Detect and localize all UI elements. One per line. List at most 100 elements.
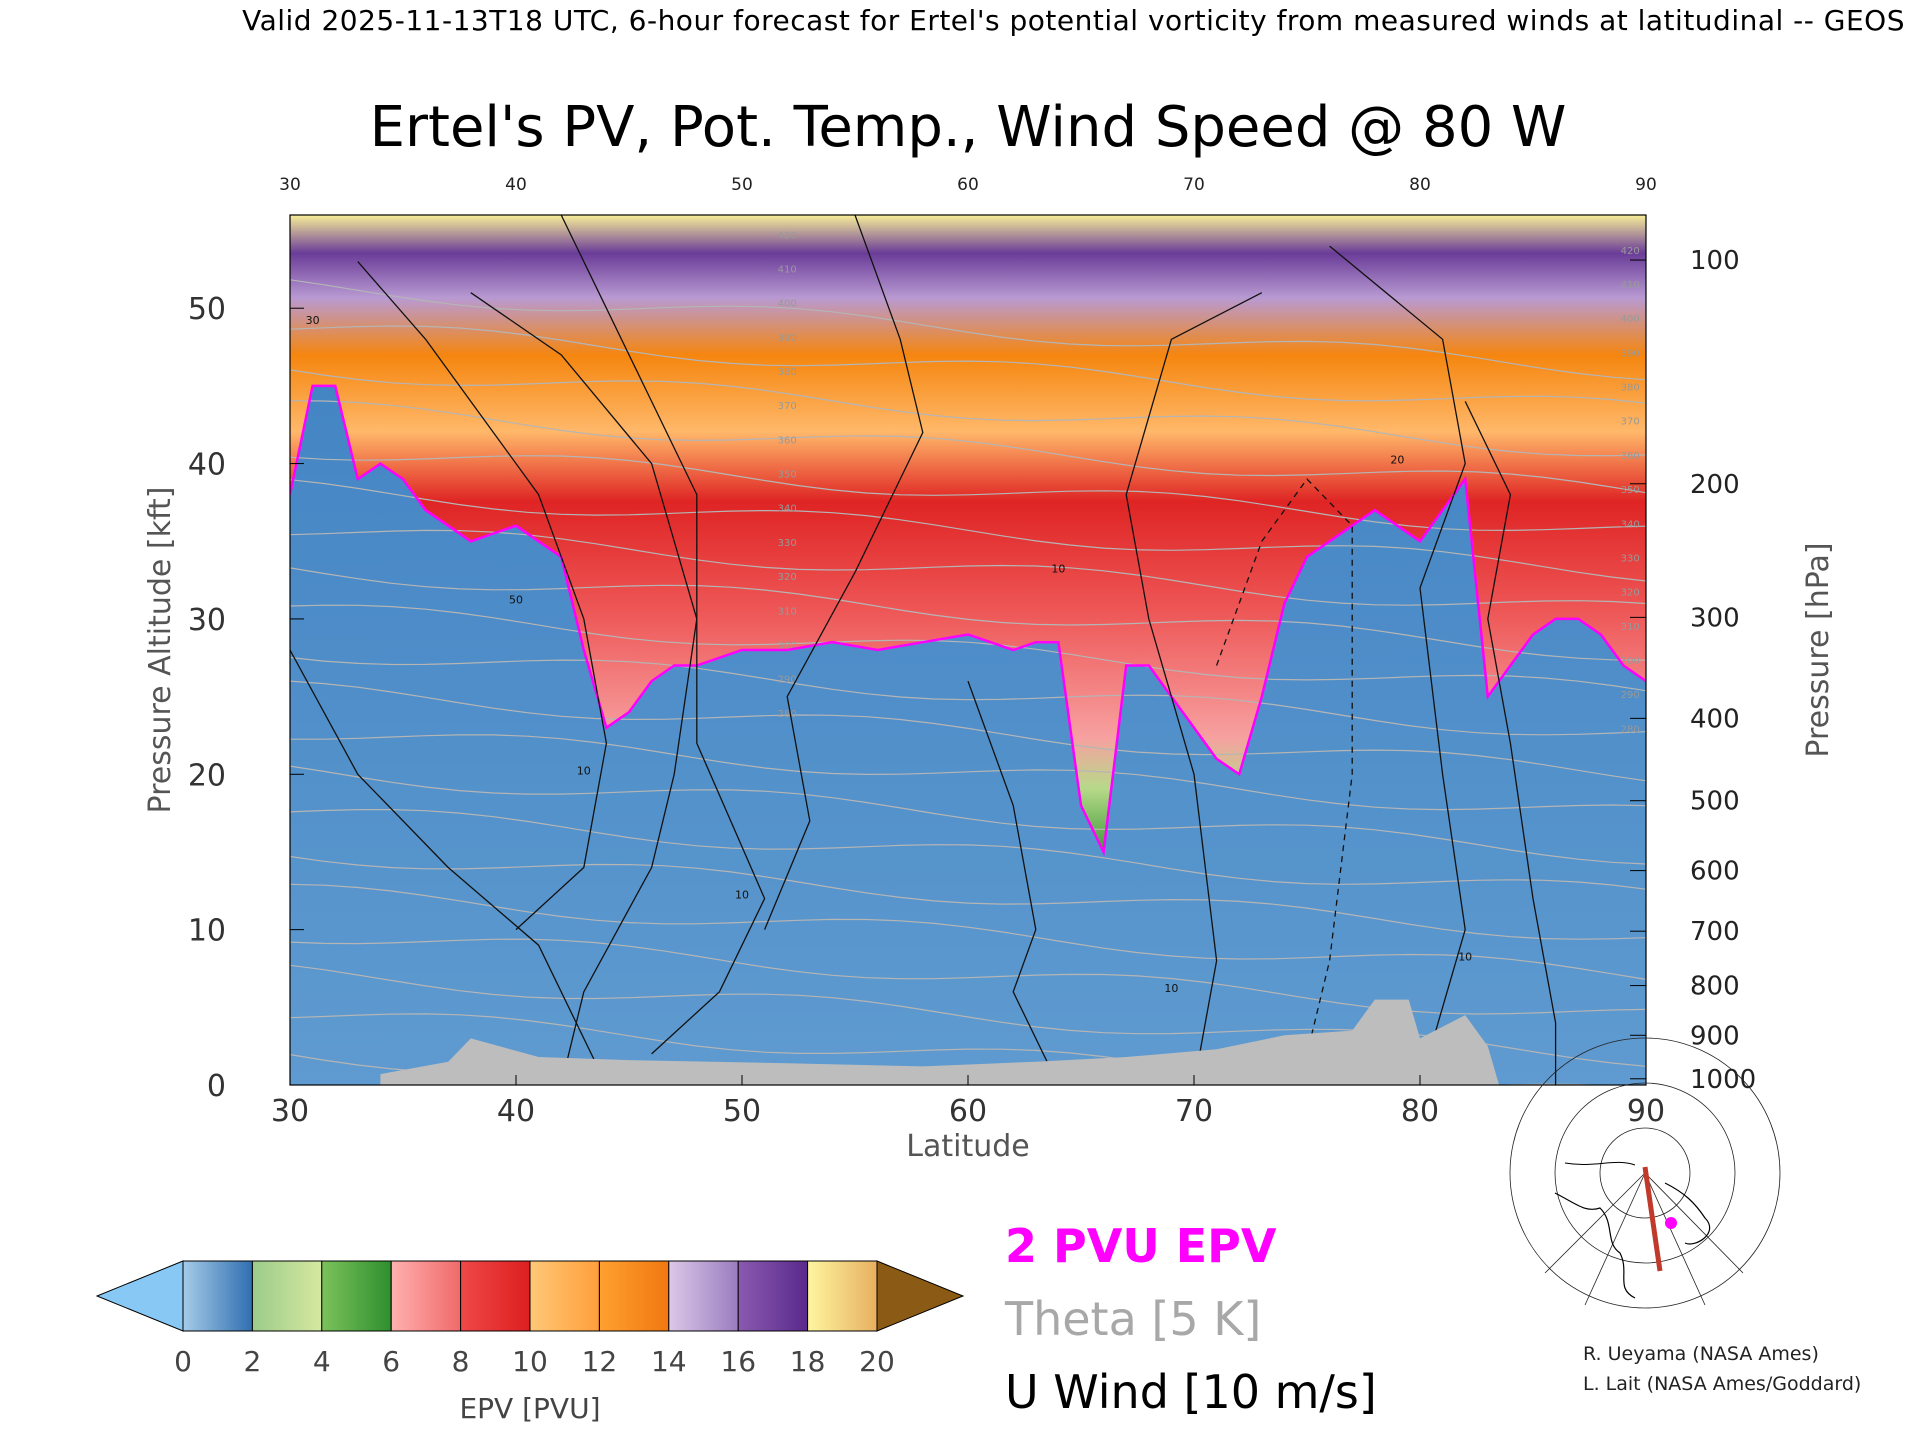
theta-contour-label: 410: [778, 264, 797, 275]
theta-contour-label: 400: [1621, 314, 1640, 325]
colorbar-band: [668, 1260, 739, 1332]
colorbar-tick-label: 16: [720, 1345, 756, 1378]
colorbar-tick-label: 20: [859, 1345, 895, 1378]
colorbar-tick-label: 10: [512, 1345, 548, 1378]
colorbar-tick-label: 14: [651, 1345, 687, 1378]
pressure-tick-label: 900: [1690, 1021, 1740, 1051]
y-tick-label: 0: [207, 1069, 226, 1104]
pressure-tick-label: 600: [1690, 857, 1740, 887]
theta-contour-line: [290, 680, 1646, 782]
theta-contour-label: 320: [1621, 588, 1640, 599]
chart-title: Ertel's PV, Pot. Temp., Wind Speed @ 80 …: [370, 95, 1567, 160]
theta-contour-label: 300: [1621, 656, 1640, 667]
u-wind-contour-line: [290, 649, 607, 1085]
top-tick-label: 50: [731, 175, 753, 195]
colorbar-band: [182, 1260, 253, 1332]
pressure-tick-label: 1000: [1690, 1065, 1756, 1095]
top-tick-label: 80: [1409, 175, 1431, 195]
colorbar-label: EPV [PVU]: [459, 1392, 600, 1425]
theta-contour-label: 360: [778, 435, 797, 446]
plot-area: 4204204104104004003903903803803703703603…: [290, 215, 1646, 1085]
theta-contour-label: 300: [778, 640, 797, 651]
theta-contour-line: [290, 604, 1646, 692]
theta-contour-label: 290: [1621, 690, 1640, 701]
top-tick-label: 60: [957, 175, 979, 195]
theta-contour-label: 380: [1621, 383, 1640, 394]
theta-contour-line: [290, 656, 1646, 736]
y-tick-label: 10: [188, 914, 226, 949]
x-tick-label: 30: [271, 1094, 309, 1129]
colorbar-tick-label: 8: [452, 1345, 470, 1378]
u-wind-contour-line: [357, 261, 608, 931]
u-wind-contour-label: 10: [577, 764, 591, 777]
u-wind-contour-label: 10: [1051, 562, 1065, 575]
theta-contour-label: 340: [778, 504, 797, 515]
pressure-tick-label: 400: [1690, 704, 1740, 734]
theta-contour-line: [290, 964, 1646, 1067]
theta-contour-line: [290, 455, 1646, 532]
pressure-axis-ticks: 100 200 300 400 500 600 700 800 900 1000: [1630, 246, 1756, 1095]
section-marker: [1665, 1217, 1677, 1229]
theta-contour-line: [290, 400, 1646, 494]
valid-time-header: Valid 2025-11-13T18 UTC, 6-hour forecast…: [242, 4, 1905, 37]
section-line: [1642, 1166, 1663, 1272]
theta-contour-line: [290, 279, 1646, 381]
theta-contour-line: [290, 809, 1646, 890]
x-axis-label: Latitude: [906, 1129, 1029, 1164]
theta-contour-label: 290: [778, 675, 797, 686]
u-wind-contour-line: [1125, 292, 1263, 1085]
colorbar: 0 2 4 6 8 10 12 14 16 18 20: [95, 1260, 965, 1378]
pressure-tick-label: 500: [1690, 787, 1740, 817]
theta-contours: 420 420 410 410 400 400 390 390 380 380 370 370 360 3…: [290, 230, 1646, 1085]
theta-contour-line: [290, 1013, 1604, 1085]
colorbar-band: [807, 1260, 878, 1332]
u-wind-contour-line: [470, 292, 698, 1085]
u-wind-contour-line: [967, 680, 1059, 1085]
pressure-tick-label: 800: [1690, 972, 1740, 1002]
theta-contour-label: 350: [1621, 485, 1640, 496]
y-tick-label: 20: [188, 758, 226, 793]
u-wind-contour-line: [763, 215, 924, 930]
colorbar-band: [598, 1260, 670, 1332]
pressure-tick-label: 700: [1690, 917, 1740, 947]
y-tick-label: 50: [188, 292, 226, 327]
colorbar-band: [321, 1260, 392, 1332]
colorbar-under-arrow: [95, 1260, 184, 1332]
colorbar-band: [390, 1260, 462, 1332]
x-tick-label: 60: [949, 1094, 987, 1129]
u-wind-contour-line: [1329, 245, 1466, 1085]
theta-contour-label: 410: [1621, 280, 1640, 291]
theta-contour-line: [290, 765, 1646, 865]
theta-contour-line: [290, 855, 1646, 940]
top-tick-label: 40: [505, 175, 527, 195]
theta-contour-label: 310: [1621, 622, 1640, 633]
theta-contour-label: 390: [778, 333, 797, 344]
top-tick-label: 90: [1635, 175, 1657, 195]
x-tick-label: 40: [497, 1094, 535, 1129]
u-wind-contour-label: 30: [306, 314, 320, 327]
colorbar-band: [460, 1260, 531, 1332]
theta-contour-label: 320: [778, 572, 797, 583]
colorbar-band: [529, 1260, 600, 1332]
theta-contour-line: [290, 529, 1646, 606]
theta-contour-label: 400: [778, 299, 797, 310]
theta-contour-label: 280: [1621, 724, 1640, 735]
y-axis-ticks: 0 10 20 30 40 50: [188, 292, 304, 1104]
pressure-tick-label: 200: [1690, 470, 1740, 500]
top-tick-label: 30: [279, 175, 301, 195]
theta-contour-line: [290, 567, 1646, 661]
theta-contour-label: 420: [1621, 246, 1640, 257]
colorbar-tick-label: 2: [243, 1345, 261, 1378]
theta-contour-label: 340: [1621, 519, 1640, 530]
colorbar-tick-label: 12: [582, 1345, 618, 1378]
map-inset: [1509, 1037, 1781, 1309]
u-wind-contour-label: 10: [1458, 951, 1472, 964]
u-wind-contour-line: [560, 215, 766, 1055]
y-tick-label: 30: [188, 603, 226, 638]
theta-contour-label: 350: [778, 470, 797, 481]
theta-contour-label: 330: [1621, 553, 1640, 564]
x-tick-label: 80: [1401, 1094, 1439, 1129]
colorbar-tick-label: 18: [790, 1345, 826, 1378]
x-axis-ticks: 30 40 50 60 70 80 90: [271, 1075, 1665, 1129]
colorbar-tick-label: 4: [313, 1345, 331, 1378]
